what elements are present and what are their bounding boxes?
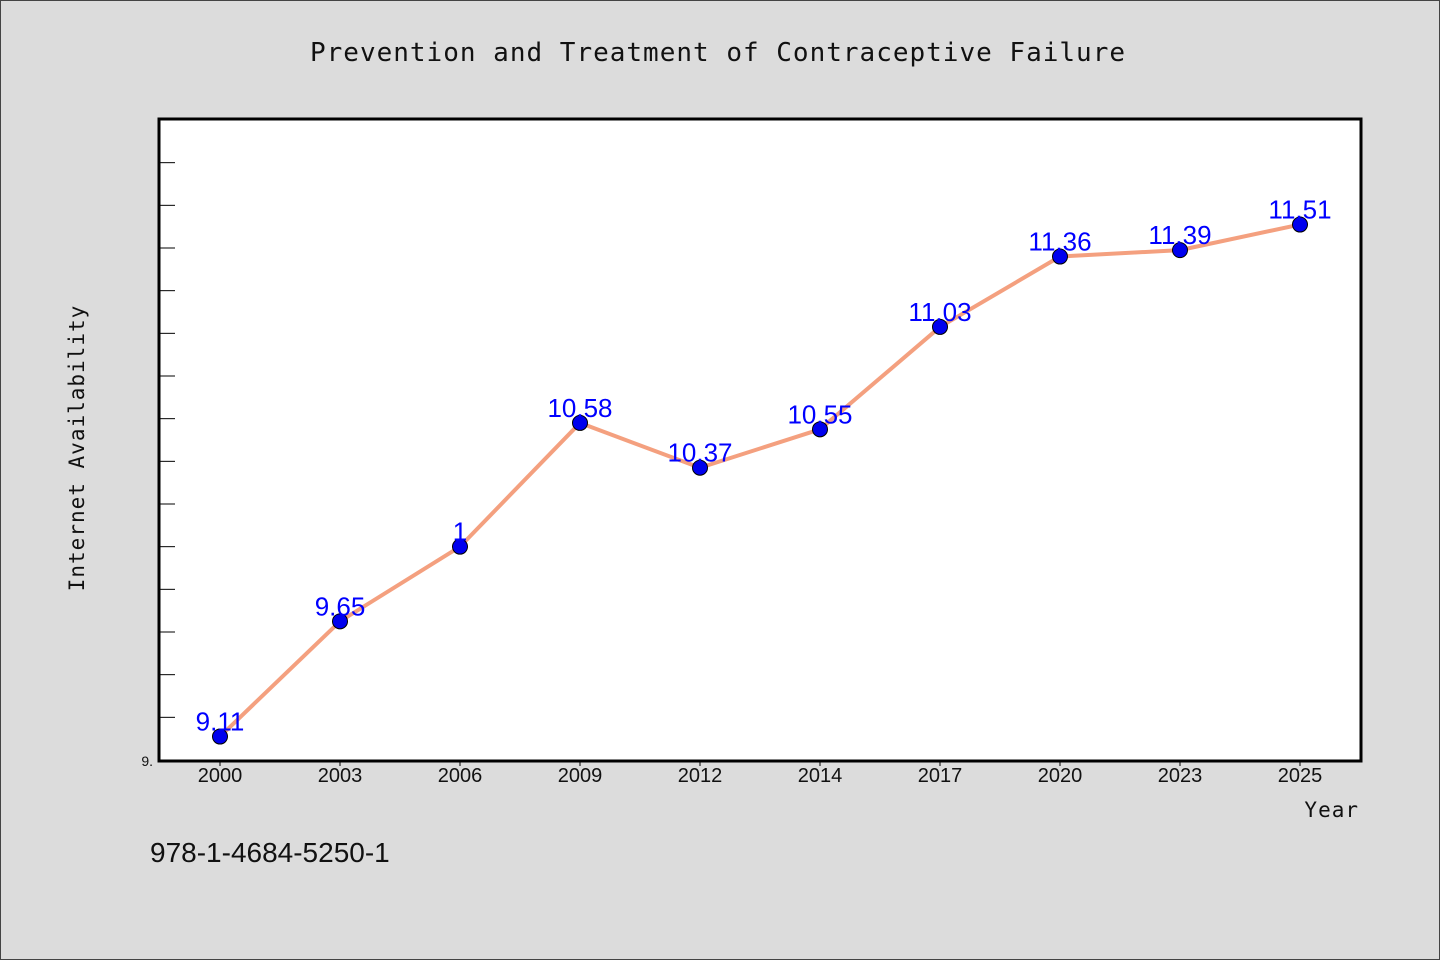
data-point — [572, 414, 588, 431]
series-line — [218, 222, 1302, 739]
data-point — [1172, 242, 1188, 259]
footnote: 978-1-4684-5250-1 — [150, 837, 390, 868]
x-tick-label: 2025 — [1278, 765, 1323, 787]
data-label: 10.37 — [667, 438, 732, 468]
x-tick-label: 2006 — [438, 765, 483, 787]
x-tick-label: 2000 — [198, 765, 243, 787]
data-point — [812, 421, 828, 438]
y-axis-ticks — [159, 119, 175, 718]
plot-area — [157, 117, 1363, 763]
x-tick-label: 2023 — [1158, 765, 1203, 787]
data-label: 10.58 — [547, 393, 612, 423]
data-point — [332, 613, 348, 630]
x-axis-label: Year — [1304, 798, 1359, 822]
chart-title: Prevention and Treatment of Contraceptiv… — [310, 38, 1126, 68]
y-tick-label: 9. — [141, 753, 153, 769]
data-label: 11.03 — [908, 297, 971, 327]
x-tick-label: 2003 — [318, 765, 363, 787]
x-axis-ticks: 2000 2003 2006 2009 2012 2014 2017 2020 2023 2025 — [198, 760, 1323, 787]
x-tick-label: 2014 — [798, 765, 843, 787]
data-label: 9.11 — [196, 707, 245, 737]
data-label: 11.51 — [1268, 195, 1331, 225]
x-tick-label: 2012 — [678, 765, 723, 787]
data-point — [452, 538, 468, 555]
series-layer: 9.11 9.65 1 10.58 10.37 10.55 11.03 11.36 11.39 1… — [196, 195, 1332, 745]
data-point — [212, 728, 228, 745]
data-label: 11.39 — [1148, 220, 1211, 250]
x-tick-label: 2017 — [918, 765, 963, 787]
data-label: 11.36 — [1028, 227, 1091, 257]
y-axis-label: Internet Availability — [65, 305, 89, 592]
data-point — [692, 459, 708, 476]
x-tick-label: 2020 — [1038, 765, 1083, 787]
data-point — [1052, 248, 1068, 265]
data-point — [932, 318, 948, 335]
x-tick-label: 2009 — [558, 765, 603, 787]
data-label: 1 — [453, 517, 467, 547]
data-label: 10.55 — [787, 399, 852, 429]
data-point — [1292, 216, 1308, 233]
data-label: 9.65 — [315, 591, 366, 621]
